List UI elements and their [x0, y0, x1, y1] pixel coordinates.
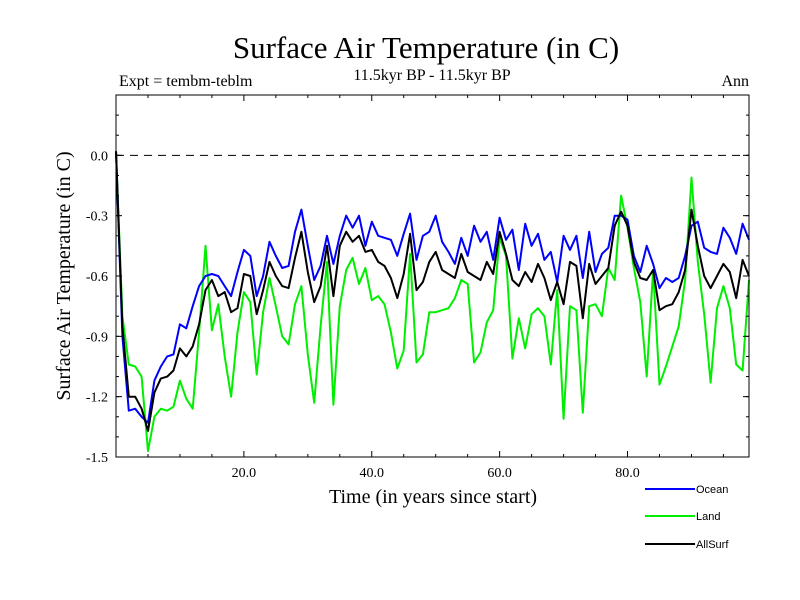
y-axis-label: Surface Air Temperature (in C) — [53, 151, 75, 400]
x-tick-label: 80.0 — [615, 466, 640, 481]
y-tick-label: -0.6 — [86, 270, 108, 285]
period-label: Ann — [721, 73, 749, 90]
series-line-land — [115, 151, 750, 452]
x-tick-label: 40.0 — [360, 466, 385, 481]
y-tick-label: 0.0 — [91, 149, 109, 164]
y-tick-label: -1.5 — [86, 451, 108, 466]
y-tick-label: -0.3 — [86, 210, 108, 225]
legend-label-ocean: Ocean — [696, 484, 728, 496]
series-line-allsurf — [115, 151, 750, 432]
x-axis-label: Time (in years since start) — [329, 486, 537, 508]
legend-label-land: Land — [696, 511, 720, 523]
chart-subtitle: 11.5kyr BP - 11.5kyr BP — [353, 67, 510, 84]
experiment-label: Expt = tembm-teblm — [119, 73, 253, 90]
legend: Ocean Land AllSurf — [645, 484, 729, 551]
y-tick-label: -0.9 — [86, 330, 108, 345]
legend-label-allsurf: AllSurf — [696, 539, 729, 551]
chart-title: Surface Air Temperature (in C) — [233, 30, 619, 65]
y-tick-label: -1.2 — [86, 391, 108, 406]
x-tick-label: 60.0 — [487, 466, 512, 481]
x-tick-label: 20.0 — [232, 466, 257, 481]
plot-area: -1.5 -1.2 -0.9 -0.6 -0.3 0.0 20.0 40.0 60.0 80.0 — [86, 94, 750, 481]
series-line-ocean — [115, 151, 750, 424]
